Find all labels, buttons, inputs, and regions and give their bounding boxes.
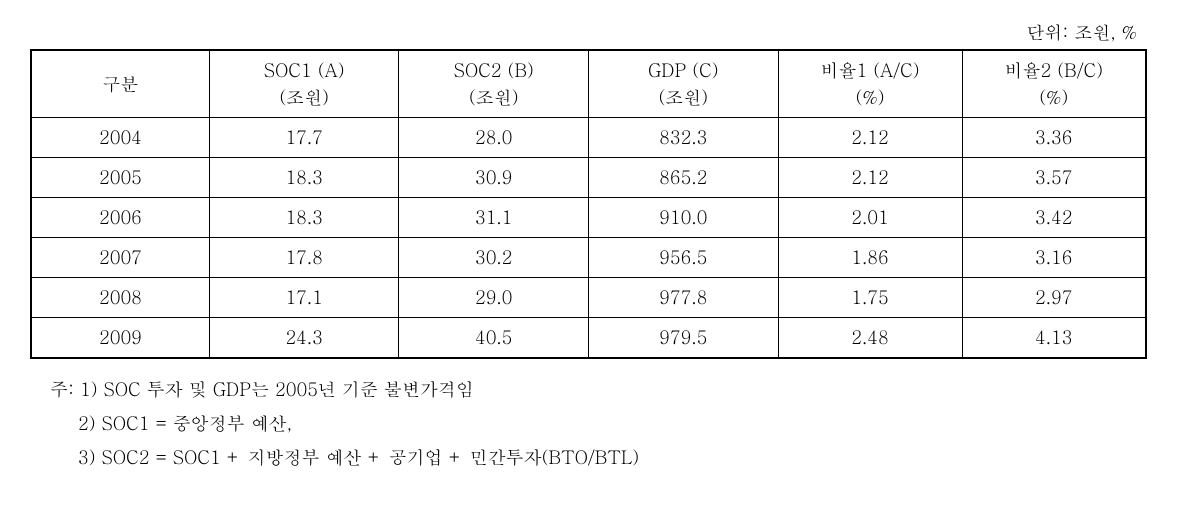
cell-year: 2006: [31, 198, 209, 238]
soc-gdp-table: 구분 SOC1 (A) (조원) SOC2 (B) (조원) GDP (C) (…: [30, 49, 1147, 359]
header-line2: (조원): [593, 84, 774, 111]
cell-gdp: 910.0: [588, 198, 778, 238]
cell-soc1: 17.1: [209, 278, 399, 318]
table-row: 2005 18.3 30.9 865.2 2.12 3.57: [31, 158, 1146, 198]
cell-soc1: 17.7: [209, 118, 399, 158]
header-line1: SOC2 (B): [403, 57, 584, 84]
cell-ratio1: 2.01: [778, 198, 962, 238]
header-soc2: SOC2 (B) (조원): [399, 50, 589, 118]
cell-ratio1: 2.12: [778, 158, 962, 198]
cell-ratio2: 2.97: [962, 278, 1146, 318]
cell-year: 2005: [31, 158, 209, 198]
table-body: 2004 17.7 28.0 832.3 2.12 3.36 2005 18.3…: [31, 118, 1146, 359]
cell-ratio2: 3.36: [962, 118, 1146, 158]
cell-ratio2: 3.16: [962, 238, 1146, 278]
note-1: 주: 1) SOC 투자 및 GDP는 2005년 기준 불변가격임: [50, 373, 1147, 407]
cell-ratio2: 3.42: [962, 198, 1146, 238]
table-row: 2006 18.3 31.1 910.0 2.01 3.42: [31, 198, 1146, 238]
cell-year: 2008: [31, 278, 209, 318]
cell-soc2: 31.1: [399, 198, 589, 238]
cell-ratio1: 2.12: [778, 118, 962, 158]
header-line2: (%): [967, 84, 1142, 111]
cell-ratio1: 2.48: [778, 318, 962, 359]
cell-year: 2007: [31, 238, 209, 278]
cell-soc1: 17.8: [209, 238, 399, 278]
cell-gdp: 979.5: [588, 318, 778, 359]
cell-ratio1: 1.75: [778, 278, 962, 318]
table-header-row: 구분 SOC1 (A) (조원) SOC2 (B) (조원) GDP (C) (…: [31, 50, 1146, 118]
cell-soc2: 30.9: [399, 158, 589, 198]
header-line1: SOC1 (A): [214, 57, 395, 84]
cell-gdp: 977.8: [588, 278, 778, 318]
cell-soc2: 40.5: [399, 318, 589, 359]
cell-soc2: 29.0: [399, 278, 589, 318]
header-line1: GDP (C): [593, 57, 774, 84]
cell-ratio2: 4.13: [962, 318, 1146, 359]
table-row: 2009 24.3 40.5 979.5 2.48 4.13: [31, 318, 1146, 359]
cell-gdp: 832.3: [588, 118, 778, 158]
table-row: 2004 17.7 28.0 832.3 2.12 3.36: [31, 118, 1146, 158]
cell-soc2: 28.0: [399, 118, 589, 158]
cell-ratio2: 3.57: [962, 158, 1146, 198]
cell-year: 2004: [31, 118, 209, 158]
header-line1: 비율1 (A/C): [783, 57, 958, 84]
cell-soc2: 30.2: [399, 238, 589, 278]
cell-gdp: 956.5: [588, 238, 778, 278]
cell-gdp: 865.2: [588, 158, 778, 198]
cell-ratio1: 1.86: [778, 238, 962, 278]
note-2: 2) SOC1 = 중앙정부 예산,: [50, 407, 1147, 441]
cell-soc1: 24.3: [209, 318, 399, 359]
header-line2: (조원): [403, 84, 584, 111]
header-line1: 구분: [36, 71, 205, 98]
table-row: 2008 17.1 29.0 977.8 1.75 2.97: [31, 278, 1146, 318]
cell-soc1: 18.3: [209, 198, 399, 238]
table-notes: 주: 1) SOC 투자 및 GDP는 2005년 기준 불변가격임 2) SO…: [30, 373, 1147, 476]
note-3: 3) SOC2 = SOC1 + 지방정부 예산 + 공기업 + 민간투자(BT…: [50, 441, 1147, 475]
cell-year: 2009: [31, 318, 209, 359]
table-row: 2007 17.8 30.2 956.5 1.86 3.16: [31, 238, 1146, 278]
header-line1: 비율2 (B/C): [967, 57, 1142, 84]
header-line2: (%): [783, 84, 958, 111]
cell-soc1: 18.3: [209, 158, 399, 198]
header-gdp: GDP (C) (조원): [588, 50, 778, 118]
unit-label: 단위: 조원, %: [30, 20, 1147, 45]
header-line2: (조원): [214, 84, 395, 111]
header-soc1: SOC1 (A) (조원): [209, 50, 399, 118]
header-category: 구분: [31, 50, 209, 118]
header-ratio2: 비율2 (B/C) (%): [962, 50, 1146, 118]
header-ratio1: 비율1 (A/C) (%): [778, 50, 962, 118]
